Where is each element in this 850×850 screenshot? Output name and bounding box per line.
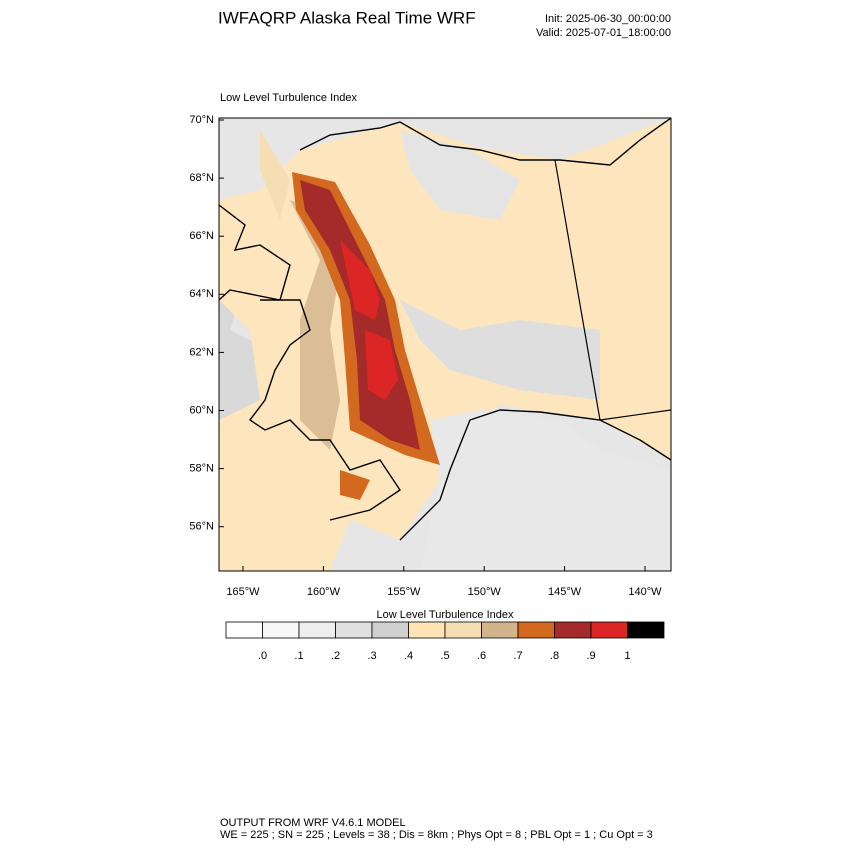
lon-label: 140°W — [628, 586, 662, 598]
colorbar-label: .7 — [513, 650, 522, 662]
lon-label: 160°W — [307, 586, 341, 598]
colorbar-box — [517, 621, 555, 639]
lat-label: 62°N — [189, 346, 214, 358]
colorbar-label: .4 — [404, 650, 413, 662]
lat-label: 60°N — [189, 404, 214, 416]
colorbar-label: .3 — [367, 650, 376, 662]
colorbar-label: .6 — [477, 650, 486, 662]
colorbar-label: .8 — [550, 650, 559, 662]
colorbar-box — [627, 621, 665, 639]
map-frame — [218, 117, 672, 572]
map-field — [219, 118, 671, 571]
colorbar-label: 1 — [624, 650, 630, 662]
lat-label: 66°N — [189, 230, 214, 242]
lon-label: 150°W — [468, 586, 502, 598]
valid-time: Valid: 2025-07-01_18:00:00 — [536, 27, 671, 39]
colorbar-label: .9 — [586, 650, 595, 662]
colorbar-box — [481, 621, 519, 639]
colorbar-box — [408, 621, 446, 639]
colorbar-box — [335, 621, 373, 639]
colorbar-label: .2 — [331, 650, 340, 662]
lon-label: 165°W — [226, 586, 260, 598]
colorbar-title: Low Level Turbulence Index — [377, 609, 514, 621]
colorbar-label: .5 — [440, 650, 449, 662]
colorbar-box — [225, 621, 263, 639]
map-title: Low Level Turbulence Index — [220, 92, 357, 104]
colorbar-box — [590, 621, 628, 639]
footer-line1: OUTPUT FROM WRF V4.6.1 MODEL — [220, 817, 406, 829]
colorbar-box — [371, 621, 409, 639]
title: IWFAQRP Alaska Real Time WRF — [218, 8, 476, 27]
colorbar-label: .0 — [258, 650, 267, 662]
lat-label: 70°N — [189, 114, 214, 126]
colorbar-box — [262, 621, 300, 639]
lat-label: 56°N — [189, 521, 214, 533]
colorbar-box — [444, 621, 482, 639]
lat-label: 58°N — [189, 463, 214, 475]
lat-label: 64°N — [189, 288, 214, 300]
lat-label: 68°N — [189, 172, 214, 184]
footer-line2: WE = 225 ; SN = 225 ; Levels = 38 ; Dis … — [220, 829, 653, 841]
lon-label: 155°W — [387, 586, 421, 598]
colorbar-label: .1 — [294, 650, 303, 662]
colorbar-box — [554, 621, 592, 639]
colorbar-box — [298, 621, 336, 639]
init-time: Init: 2025-06-30_00:00:00 — [545, 13, 671, 25]
lon-label: 145°W — [548, 586, 582, 598]
